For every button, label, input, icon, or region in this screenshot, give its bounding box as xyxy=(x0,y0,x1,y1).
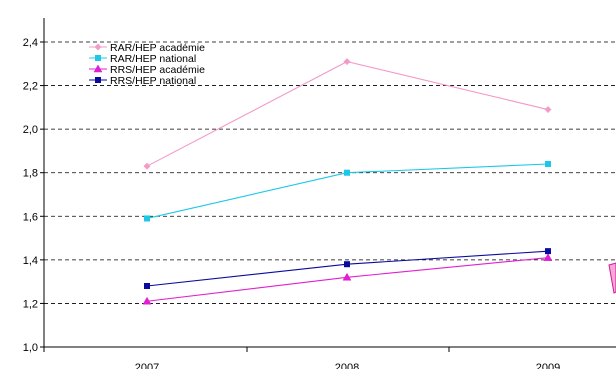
series-line xyxy=(146,61,549,167)
data-point xyxy=(545,248,551,255)
y-tick-label: 1,4 xyxy=(23,255,38,267)
cropped-shape-fragment xyxy=(608,262,616,294)
x-tick-labels: 2007 2008 2009 xyxy=(135,362,560,369)
y-tick-label: 2,0 xyxy=(23,124,38,136)
data-point xyxy=(142,296,152,305)
y-tick-label: 1,0 xyxy=(23,342,38,354)
data-point xyxy=(143,162,151,170)
legend-marker xyxy=(95,55,101,61)
legend-label: RAR/HEP national xyxy=(110,53,196,65)
data-point xyxy=(545,161,551,167)
y-tick-label: 1,8 xyxy=(23,168,38,180)
y-tick-labels: 1,0 1,2 1,4 1,6 1,8 2,0 2,2 2,4 xyxy=(23,37,38,354)
shape-fragment xyxy=(608,262,616,294)
series-line xyxy=(146,250,549,287)
data-point xyxy=(343,58,351,66)
legend-label: RAR/HEP académie xyxy=(110,42,205,54)
legend-label: RRS/HEP national xyxy=(110,75,196,87)
data-point xyxy=(543,253,553,261)
y-tick-label: 1,2 xyxy=(23,298,38,310)
series-lines xyxy=(142,58,553,305)
axes xyxy=(40,18,616,352)
x-tick-label: 2007 xyxy=(135,362,159,369)
y-tick-label: 2,4 xyxy=(23,37,38,49)
legend-marker xyxy=(94,43,102,51)
data-point xyxy=(544,105,552,114)
legend-label: RRS/HEP académie xyxy=(110,64,205,76)
x-tick-label: 2009 xyxy=(536,362,560,369)
data-point xyxy=(344,169,350,176)
data-point xyxy=(144,283,150,289)
legend-marker xyxy=(95,77,101,83)
data-point xyxy=(342,272,352,281)
data-point xyxy=(144,215,150,222)
data-point xyxy=(344,261,350,268)
y-tick-label: 2,2 xyxy=(23,81,38,93)
x-tick-label: 2008 xyxy=(335,362,359,369)
y-tick-label: 1,6 xyxy=(23,211,38,223)
legend-marker xyxy=(93,64,103,73)
